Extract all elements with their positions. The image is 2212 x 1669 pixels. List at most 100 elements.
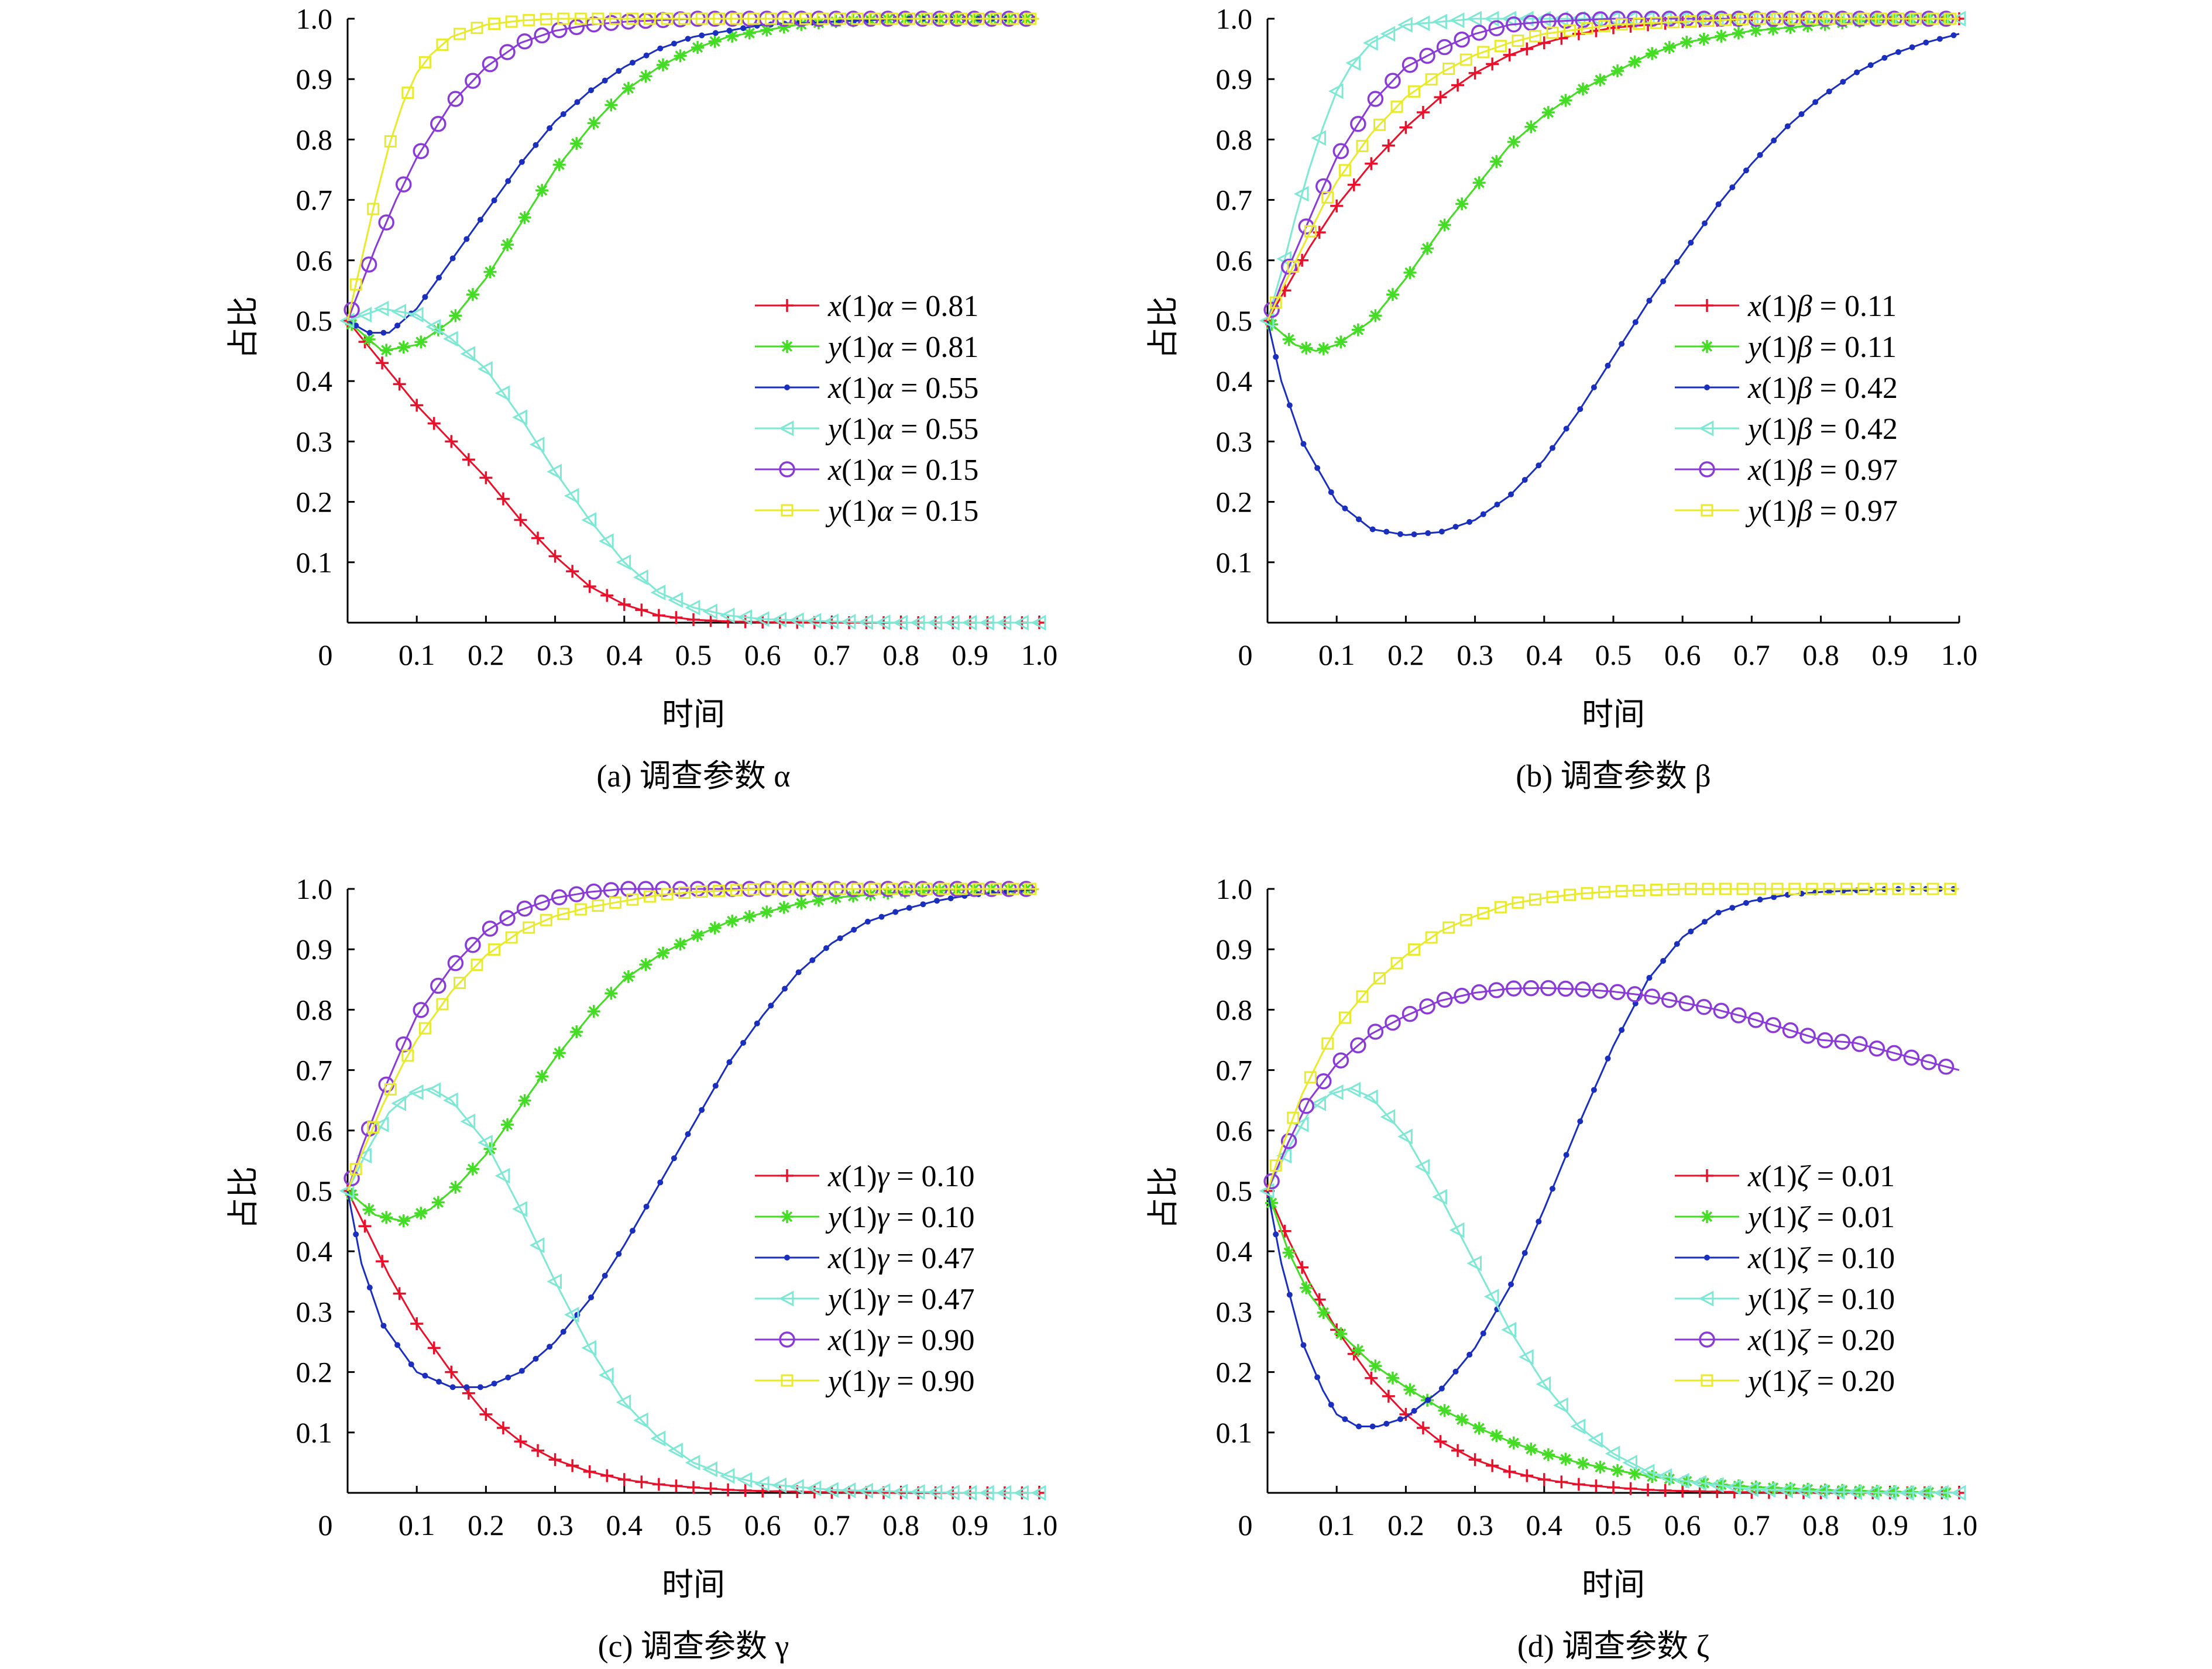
data-point xyxy=(906,905,912,911)
data-point xyxy=(927,614,943,631)
data-point xyxy=(427,417,441,430)
legend-marker xyxy=(1701,1374,1713,1387)
data-point xyxy=(652,1478,665,1491)
data-point xyxy=(570,1025,583,1039)
data-point xyxy=(1425,931,1438,944)
data-point xyxy=(1926,12,1939,25)
legend-item: y(1)γ = 0.47 xyxy=(755,1283,975,1316)
data-point xyxy=(339,1183,355,1199)
data-point xyxy=(1540,980,1557,997)
data-point xyxy=(1471,25,1488,41)
data-point xyxy=(996,614,1012,631)
data-point xyxy=(373,300,389,317)
data-point xyxy=(1826,88,1832,95)
data-point xyxy=(516,33,533,50)
data-point xyxy=(1365,157,1378,170)
data-point xyxy=(1369,526,1376,533)
data-point xyxy=(1887,1485,1901,1499)
data-point xyxy=(944,1484,960,1500)
y-tick-label: 1.0 xyxy=(1216,2,1253,35)
data-point xyxy=(1619,341,1625,347)
data-point xyxy=(1840,78,1846,85)
data-point xyxy=(505,1374,511,1380)
panel-c: 0 0.1 0.2 0.3 0.4 0.5 0.6 0.7 0.8 0.9 1.0 0.1 0.2 0.3… xyxy=(226,873,1057,1664)
data-point xyxy=(548,550,562,563)
data-point xyxy=(1466,1351,1473,1358)
data-point xyxy=(954,882,967,895)
x-tick-label: 0.3 xyxy=(537,638,573,671)
data-point xyxy=(1537,1473,1551,1486)
y-tick-label: 0.9 xyxy=(1216,63,1253,95)
data-point xyxy=(535,1070,549,1083)
data-point xyxy=(422,1372,428,1379)
data-point xyxy=(410,399,424,412)
data-point xyxy=(531,531,545,545)
data-point xyxy=(436,1379,442,1385)
data-point xyxy=(1459,914,1472,926)
data-point xyxy=(712,30,719,36)
series-line xyxy=(1266,888,1959,1191)
legend-marker xyxy=(781,340,794,353)
data-point xyxy=(1503,48,1516,61)
data-point xyxy=(460,1113,476,1129)
data-point xyxy=(1570,1418,1586,1434)
data-point xyxy=(1449,1222,1465,1238)
x-tick-label: 0.9 xyxy=(1872,638,1909,671)
x-tick-label: 0.9 xyxy=(1872,1509,1909,1541)
data-point xyxy=(1506,16,1522,33)
data-point xyxy=(616,1394,631,1410)
data-point xyxy=(1622,1454,1637,1471)
data-point xyxy=(574,1311,581,1318)
data-point xyxy=(961,614,977,631)
data-point xyxy=(730,12,743,25)
data-point xyxy=(1024,882,1037,895)
data-point xyxy=(1259,312,1275,329)
y-tick-label: 0.1 xyxy=(1216,546,1253,579)
data-point xyxy=(719,1468,735,1484)
data-point xyxy=(789,1479,804,1495)
data-point xyxy=(1628,55,1641,68)
data-point xyxy=(927,1484,943,1500)
data-point xyxy=(1365,1371,1378,1385)
data-point xyxy=(1892,882,1905,895)
x-tick-label: 0.2 xyxy=(468,1509,504,1541)
data-point xyxy=(505,178,511,184)
y-tick-label: 0.8 xyxy=(1216,123,1253,156)
data-point xyxy=(1829,1483,1845,1500)
series-line xyxy=(346,888,1039,1191)
data-point xyxy=(1944,882,1957,895)
legend: x(1)γ = 0.10 y(1)γ = 0.10 x(1)γ = 0.47 y(1)… xyxy=(755,1160,975,1398)
data-point xyxy=(834,12,847,25)
y-tick-label: 0.6 xyxy=(296,244,333,277)
data-point xyxy=(552,158,566,171)
data-point xyxy=(635,603,648,617)
data-point xyxy=(885,12,898,25)
data-point xyxy=(1936,36,1943,42)
x-tick-label: 0.5 xyxy=(1595,638,1632,671)
data-point xyxy=(1688,928,1694,935)
x-tick-label: 0.6 xyxy=(744,638,781,671)
data-point xyxy=(858,614,873,630)
y-tick-label: 0.2 xyxy=(296,1356,333,1389)
series-line xyxy=(346,18,1039,321)
data-point xyxy=(1363,1089,1378,1105)
data-point xyxy=(1628,1467,1641,1481)
data-point xyxy=(1709,1477,1724,1493)
data-point xyxy=(782,985,788,992)
data-point xyxy=(1385,73,1401,89)
data-point xyxy=(1749,24,1763,37)
legend-label: x(1)ζ = 0.01 xyxy=(1747,1160,1895,1193)
data-point xyxy=(1684,15,1697,28)
data-point xyxy=(482,56,499,73)
data-point xyxy=(1581,887,1593,899)
data-point xyxy=(885,882,898,895)
data-point xyxy=(463,1384,470,1390)
data-point xyxy=(1812,1483,1828,1500)
data-point xyxy=(1557,12,1574,29)
legend-item: x(1)α = 0.55 xyxy=(755,372,978,405)
data-point xyxy=(699,1107,705,1113)
x-tick-label: 0.5 xyxy=(675,1509,712,1541)
y-tick-label: 0.4 xyxy=(1216,1235,1253,1268)
data-point xyxy=(1304,1071,1317,1084)
data-point xyxy=(1765,1017,1781,1033)
